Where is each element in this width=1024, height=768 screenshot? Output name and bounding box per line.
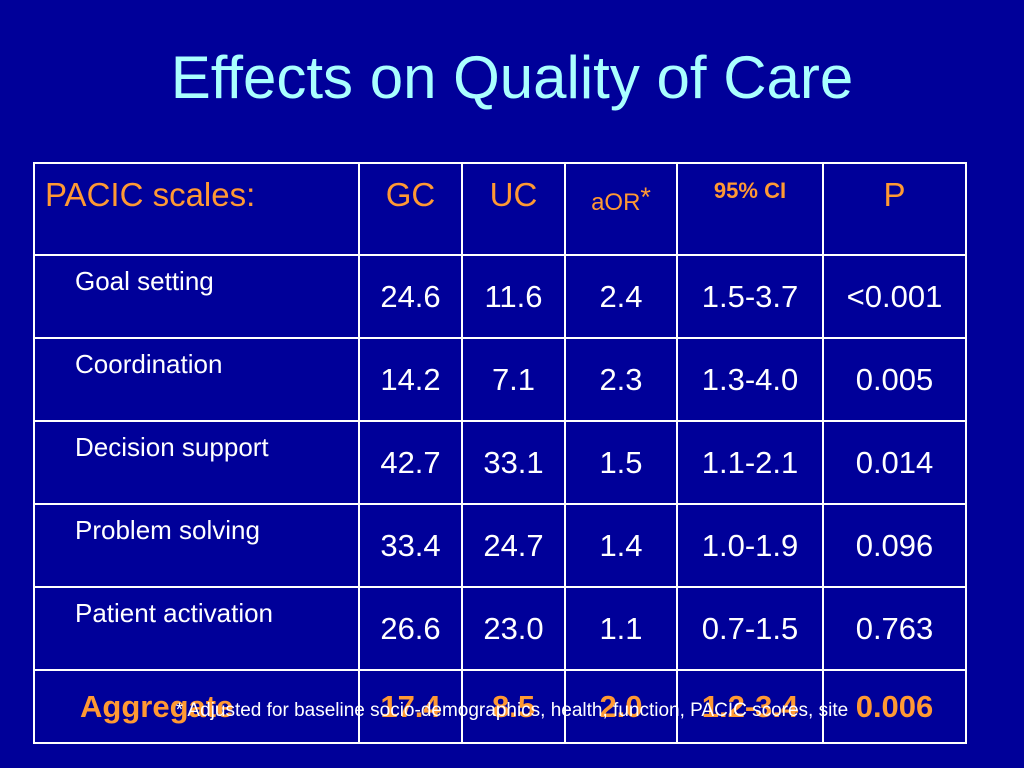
cell-p: <0.001 <box>822 254 967 339</box>
cell-ci: 1.1-2.1 <box>676 420 824 505</box>
aggregate-label: Aggregate <box>33 669 360 744</box>
cell-aor: 2.3 <box>564 337 678 422</box>
cell-uc: 7.1 <box>461 337 566 422</box>
table-row: Patient activation 26.6 23.0 1.1 0.7-1.5… <box>33 586 967 671</box>
header-ci: 95% CI <box>676 162 824 256</box>
cell-p: 0.096 <box>822 503 967 588</box>
footnote: * Adjusted for baseline socio-demographi… <box>175 700 849 721</box>
table-header-row: PACIC scales: GC UC aOR* 95% CI P <box>33 162 967 256</box>
cell-uc: 24.7 <box>461 503 566 588</box>
row-label: Patient activation <box>33 586 360 671</box>
cell-gc: 14.2 <box>358 337 463 422</box>
header-scales: PACIC scales: <box>33 162 360 256</box>
cell-uc: 23.0 <box>461 586 566 671</box>
header-gc: GC <box>358 162 463 256</box>
aggregate-gc: 17.4 <box>358 669 463 744</box>
cell-gc: 24.6 <box>358 254 463 339</box>
row-label: Problem solving <box>33 503 360 588</box>
cell-ci: 1.3-4.0 <box>676 337 824 422</box>
aggregate-ci: 1.2-3.4 <box>676 669 824 744</box>
header-aor: aOR* <box>564 162 678 256</box>
cell-uc: 11.6 <box>461 254 566 339</box>
cell-ci: 0.7-1.5 <box>676 586 824 671</box>
cell-uc: 33.1 <box>461 420 566 505</box>
aggregate-row: Aggregate 17.4 8.5 2.0 1.2-3.4 0.006 <box>33 669 967 744</box>
row-label: Goal setting <box>33 254 360 339</box>
header-p: P <box>822 162 967 256</box>
aggregate-uc: 8.5 <box>461 669 566 744</box>
cell-ci: 1.0-1.9 <box>676 503 824 588</box>
cell-aor: 2.4 <box>564 254 678 339</box>
cell-p: 0.014 <box>822 420 967 505</box>
table-row: Coordination 14.2 7.1 2.3 1.3-4.0 0.005 <box>33 337 967 422</box>
aggregate-aor: 2.0 <box>564 669 678 744</box>
row-label: Decision support <box>33 420 360 505</box>
slide-title: Effects on Quality of Care <box>170 44 854 111</box>
row-label: Coordination <box>33 337 360 422</box>
cell-gc: 42.7 <box>358 420 463 505</box>
cell-gc: 26.6 <box>358 586 463 671</box>
cell-ci: 1.5-3.7 <box>676 254 824 339</box>
header-aor-asterisk: * <box>640 182 651 212</box>
table-row: Decision support 42.7 33.1 1.5 1.1-2.1 0… <box>33 420 967 505</box>
cell-p: 0.005 <box>822 337 967 422</box>
cell-p: 0.763 <box>822 586 967 671</box>
table-row: Goal setting 24.6 11.6 2.4 1.5-3.7 <0.00… <box>33 254 967 339</box>
table-row: Problem solving 33.4 24.7 1.4 1.0-1.9 0.… <box>33 503 967 588</box>
header-aor-label: aOR <box>591 189 641 216</box>
results-table: PACIC scales: GC UC aOR* 95% CI P Goal s… <box>33 162 967 744</box>
aggregate-p: 0.006 <box>822 669 967 744</box>
header-uc: UC <box>461 162 566 256</box>
cell-aor: 1.4 <box>564 503 678 588</box>
cell-aor: 1.1 <box>564 586 678 671</box>
cell-aor: 1.5 <box>564 420 678 505</box>
cell-gc: 33.4 <box>358 503 463 588</box>
